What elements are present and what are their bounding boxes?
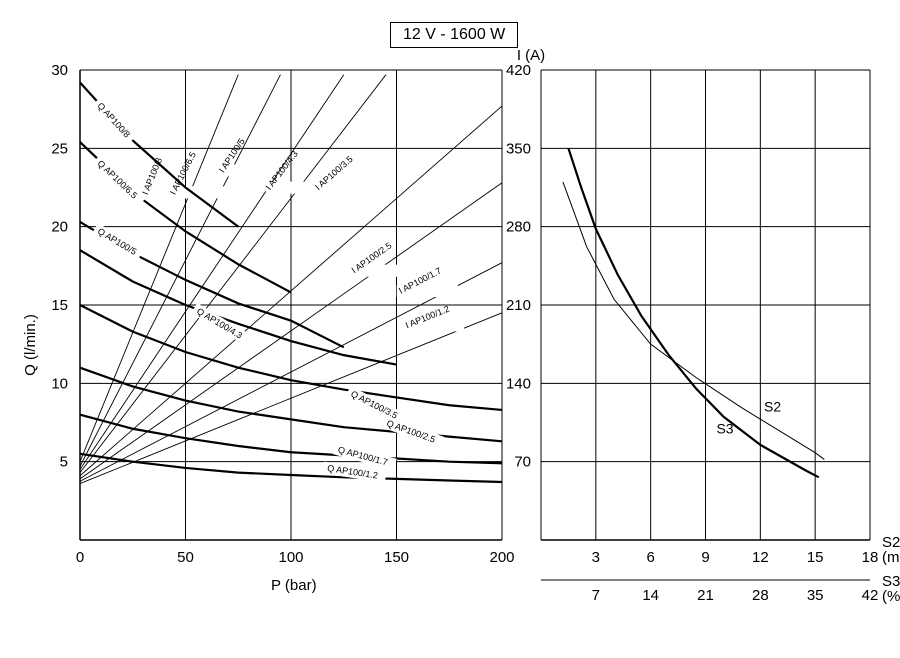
svg-text:10: 10 xyxy=(51,375,68,392)
svg-text:Q AP100/6.5: Q AP100/6.5 xyxy=(96,158,140,200)
svg-text:35: 35 xyxy=(807,587,824,604)
svg-text:25: 25 xyxy=(51,140,68,157)
svg-text:280: 280 xyxy=(506,219,531,236)
svg-text:18: 18 xyxy=(862,549,879,566)
svg-text:Q AP100/8: Q AP100/8 xyxy=(95,101,132,140)
svg-text:210: 210 xyxy=(506,297,531,314)
svg-text:50: 50 xyxy=(177,549,194,566)
svg-text:200: 200 xyxy=(489,549,514,566)
svg-text:42: 42 xyxy=(862,587,879,604)
svg-text:S2: S2 xyxy=(764,398,781,414)
svg-text:15: 15 xyxy=(51,297,68,314)
svg-text:Q AP100/1.7: Q AP100/1.7 xyxy=(337,445,389,468)
svg-text:420: 420 xyxy=(506,62,531,79)
svg-text:100: 100 xyxy=(278,549,303,566)
svg-text:P (bar): P (bar) xyxy=(271,577,317,594)
svg-text:S3: S3 xyxy=(716,421,733,437)
svg-text:9: 9 xyxy=(701,549,709,566)
chart-container: 12 V - 1600 W 05010015020051015202530P (… xyxy=(0,0,900,658)
svg-text:20: 20 xyxy=(51,219,68,236)
svg-text:150: 150 xyxy=(384,549,409,566)
svg-text:(min): (min) xyxy=(882,549,900,566)
svg-text:12: 12 xyxy=(752,549,769,566)
svg-text:30: 30 xyxy=(51,62,68,79)
svg-text:21: 21 xyxy=(697,587,714,604)
svg-text:3: 3 xyxy=(592,549,600,566)
svg-text:5: 5 xyxy=(60,454,68,471)
svg-text:350: 350 xyxy=(506,140,531,157)
svg-text:Q AP100/5: Q AP100/5 xyxy=(96,226,139,257)
svg-text:7: 7 xyxy=(592,587,600,604)
svg-text:(%): (%) xyxy=(882,588,900,605)
svg-text:6: 6 xyxy=(646,549,654,566)
svg-text:I (A): I (A) xyxy=(517,47,545,64)
svg-text:140: 140 xyxy=(506,375,531,392)
svg-text:0: 0 xyxy=(76,549,84,566)
chart-svg: 0 50 100 150 200 5 10 15 20 25 30 P (bar) Q (l/min.)… xyxy=(0,0,900,658)
svg-text:15: 15 xyxy=(807,549,824,566)
svg-text:14: 14 xyxy=(642,587,659,604)
svg-text:70: 70 xyxy=(514,454,531,471)
svg-text:28: 28 xyxy=(752,587,769,604)
svg-text:Q (l/min.): Q (l/min.) xyxy=(22,314,39,376)
